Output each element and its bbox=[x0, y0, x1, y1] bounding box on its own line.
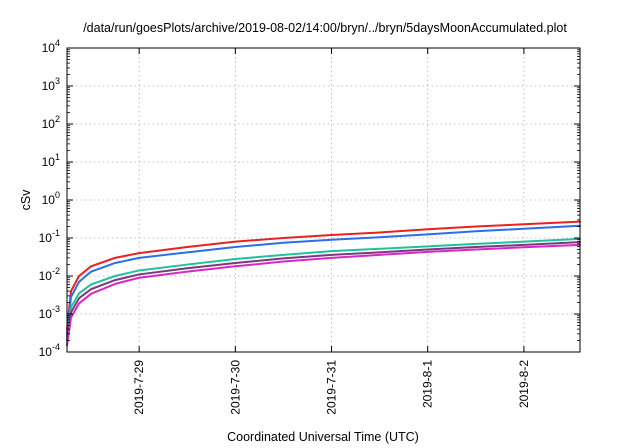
series-line-5 bbox=[66, 243, 581, 347]
x-axis: 2019-7-29 2019-7-30 2019-7-31 2019-8-1 2019-… bbox=[132, 48, 531, 415]
grid bbox=[67, 48, 580, 352]
x-tick-label: 2019-7-29 bbox=[132, 360, 146, 415]
x-tick-label: 2019-7-30 bbox=[228, 360, 242, 415]
x-tick-label: 2019-7-31 bbox=[325, 360, 339, 415]
chart-title: /data/run/goesPlots/archive/2019-08-02/1… bbox=[83, 21, 567, 35]
x-tick-label: 2019-8-2 bbox=[517, 360, 531, 408]
y-axis-label: cSv bbox=[19, 189, 33, 211]
series-line-3 bbox=[66, 237, 581, 338]
series-line-4 bbox=[66, 241, 581, 342]
series-line-1 bbox=[66, 220, 581, 331]
x-tick-label: 2019-8-1 bbox=[421, 360, 435, 408]
series-group bbox=[66, 220, 581, 347]
series-line-2 bbox=[66, 224, 581, 335]
x-axis-label: Coordinated Universal Time (UTC) bbox=[227, 430, 419, 444]
